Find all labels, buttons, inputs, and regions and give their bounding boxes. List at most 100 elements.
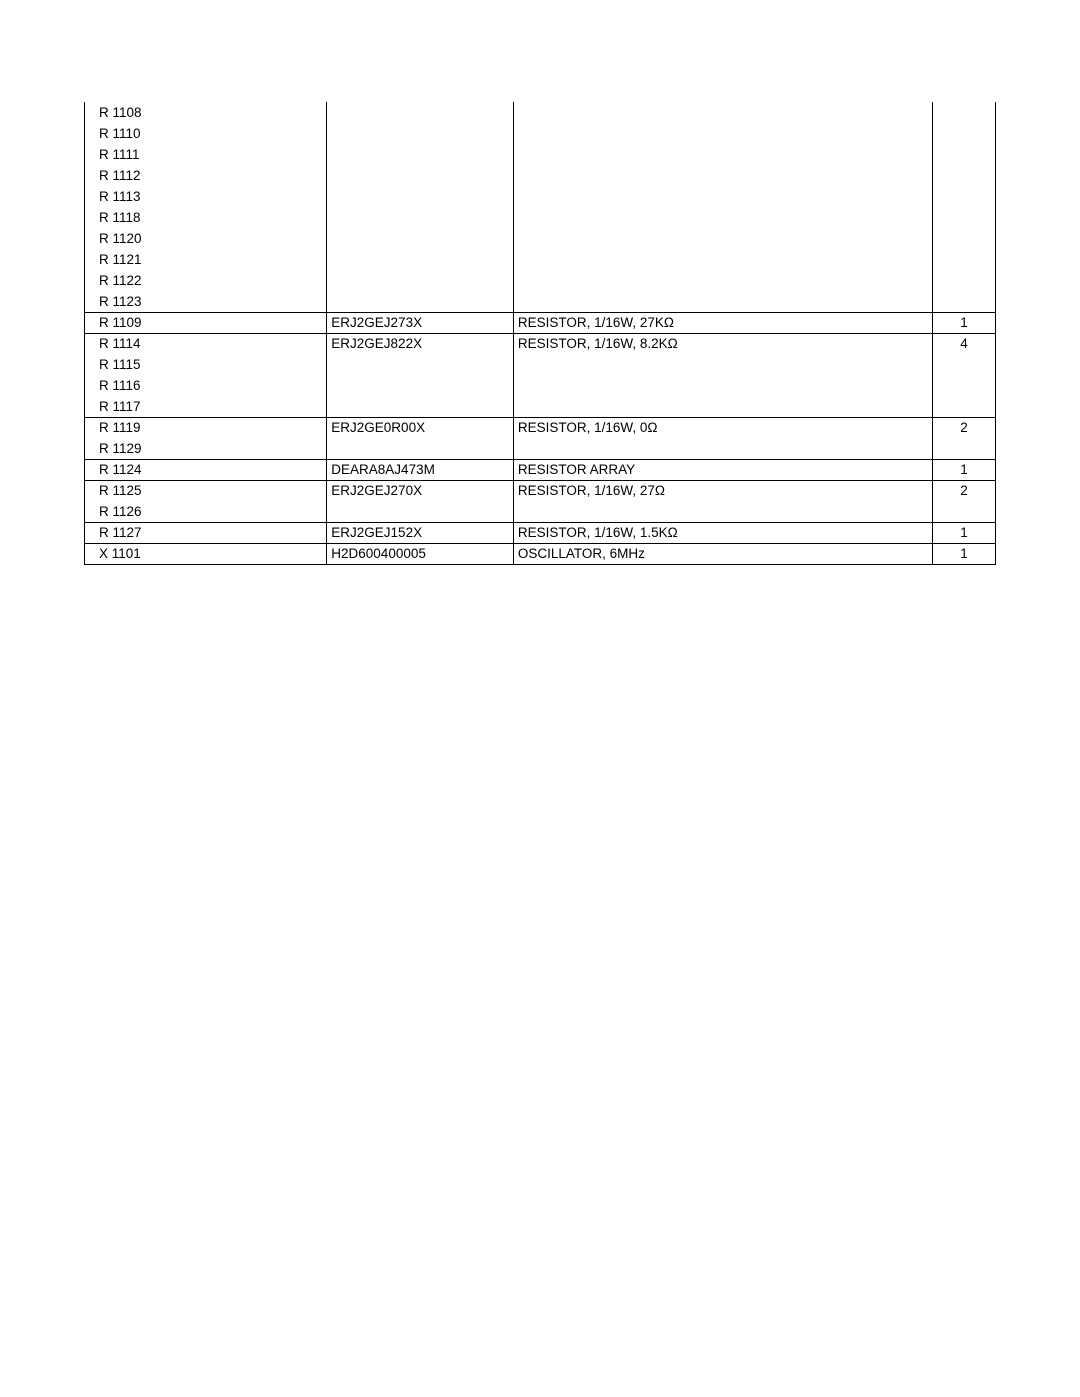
cell-quantity: 1 [932,459,995,480]
cell-description [513,123,932,144]
cell-quantity [932,186,995,207]
cell-quantity: 4 [932,333,995,354]
cell-reference: R 1120 [85,228,327,249]
cell-reference: R 1108 [85,102,327,123]
table-row: R 1121 [85,249,996,270]
table-row: R 1123 [85,291,996,312]
cell-description [513,186,932,207]
table-row: R 1127ERJ2GEJ152XRESISTOR, 1/16W, 1.5KΩ1 [85,522,996,543]
cell-reference: R 1117 [85,396,327,417]
cell-part-number [327,123,514,144]
table-row: R 1126 [85,501,996,522]
cell-description: RESISTOR, 1/16W, 0Ω [513,417,932,438]
table-row: R 1114ERJ2GEJ822XRESISTOR, 1/16W, 8.2KΩ4 [85,333,996,354]
cell-part-number: ERJ2GEJ152X [327,522,514,543]
cell-reference: R 1127 [85,522,327,543]
cell-quantity [932,207,995,228]
table-row: R 1109ERJ2GEJ273XRESISTOR, 1/16W, 27KΩ1 [85,312,996,333]
cell-description [513,228,932,249]
cell-reference: R 1113 [85,186,327,207]
table-row: R 1125ERJ2GEJ270XRESISTOR, 1/16W, 27Ω2 [85,480,996,501]
cell-reference: R 1110 [85,123,327,144]
cell-reference: R 1119 [85,417,327,438]
cell-quantity: 1 [932,543,995,564]
cell-part-number [327,165,514,186]
cell-part-number [327,438,514,459]
cell-description: OSCILLATOR, 6MHz [513,543,932,564]
table-row: R 1120 [85,228,996,249]
cell-quantity [932,270,995,291]
table-row: R 1117 [85,396,996,417]
cell-description [513,354,932,375]
cell-part-number: ERJ2GEJ822X [327,333,514,354]
cell-part-number: ERJ2GE0R00X [327,417,514,438]
cell-part-number: ERJ2GEJ270X [327,480,514,501]
cell-quantity [932,165,995,186]
cell-quantity: 1 [932,522,995,543]
cell-quantity [932,102,995,123]
table-row: R 1111 [85,144,996,165]
cell-quantity: 1 [932,312,995,333]
cell-part-number [327,228,514,249]
cell-description [513,438,932,459]
table-row: R 1122 [85,270,996,291]
cell-part-number [327,249,514,270]
table-row: R 1113 [85,186,996,207]
cell-reference: R 1112 [85,165,327,186]
cell-part-number [327,501,514,522]
cell-quantity [932,375,995,396]
cell-description [513,375,932,396]
table-row: R 1110 [85,123,996,144]
cell-part-number [327,207,514,228]
cell-part-number [327,375,514,396]
cell-quantity [932,249,995,270]
cell-reference: R 1126 [85,501,327,522]
cell-quantity [932,228,995,249]
cell-reference: R 1118 [85,207,327,228]
table-row: R 1115 [85,354,996,375]
cell-reference: R 1115 [85,354,327,375]
cell-part-number [327,396,514,417]
cell-reference: R 1111 [85,144,327,165]
cell-quantity [932,438,995,459]
table-row: R 1118 [85,207,996,228]
cell-part-number [327,186,514,207]
cell-part-number [327,270,514,291]
cell-description [513,396,932,417]
cell-description [513,102,932,123]
cell-description: RESISTOR, 1/16W, 1.5KΩ [513,522,932,543]
table-row: X 1101H2D600400005OSCILLATOR, 6MHz1 [85,543,996,564]
parts-table-body: R 1108R 1110R 1111R 1112R 1113R 1118R 11… [85,102,996,564]
cell-part-number: H2D600400005 [327,543,514,564]
table-row: R 1124DEARA8AJ473MRESISTOR ARRAY1 [85,459,996,480]
table-row: R 1108 [85,102,996,123]
cell-quantity [932,354,995,375]
cell-description [513,291,932,312]
cell-part-number: ERJ2GEJ273X [327,312,514,333]
cell-description [513,249,932,270]
cell-quantity [932,144,995,165]
cell-quantity [932,123,995,144]
parts-table: R 1108R 1110R 1111R 1112R 1113R 1118R 11… [84,102,996,565]
cell-description [513,144,932,165]
cell-description [513,165,932,186]
cell-reference: R 1123 [85,291,327,312]
cell-reference: X 1101 [85,543,327,564]
cell-quantity [932,396,995,417]
table-row: R 1129 [85,438,996,459]
cell-description [513,270,932,291]
cell-part-number [327,144,514,165]
cell-reference: R 1109 [85,312,327,333]
cell-description [513,501,932,522]
cell-reference: R 1125 [85,480,327,501]
cell-quantity [932,501,995,522]
cell-reference: R 1129 [85,438,327,459]
cell-reference: R 1121 [85,249,327,270]
table-row: R 1119ERJ2GE0R00XRESISTOR, 1/16W, 0Ω2 [85,417,996,438]
cell-part-number [327,354,514,375]
cell-reference: R 1124 [85,459,327,480]
cell-reference: R 1114 [85,333,327,354]
cell-description: RESISTOR, 1/16W, 8.2KΩ [513,333,932,354]
table-row: R 1116 [85,375,996,396]
cell-part-number: DEARA8AJ473M [327,459,514,480]
